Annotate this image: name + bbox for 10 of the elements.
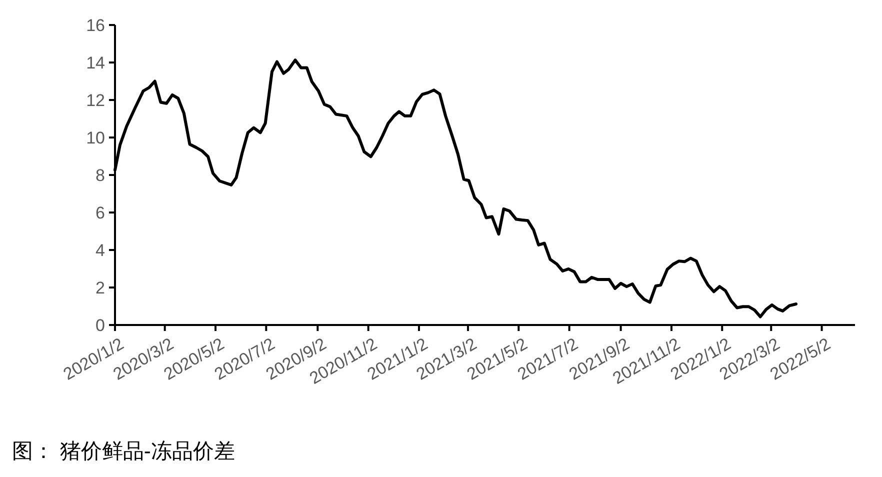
text: 图： 猪价鲜品-冻品价差: [12, 440, 235, 463]
y-tick-label: 0: [96, 316, 105, 335]
y-tick-label: 2: [96, 278, 105, 298]
y-tick-label: 4: [96, 240, 105, 260]
y-tick-label: 16: [86, 16, 105, 35]
y-tick-label: 14: [86, 53, 105, 72]
y-tick-label: 12: [86, 90, 105, 110]
y-tick-label: 8: [96, 166, 105, 185]
y-tick-label: 6: [96, 203, 105, 222]
y-tick-label: 10: [86, 128, 105, 148]
